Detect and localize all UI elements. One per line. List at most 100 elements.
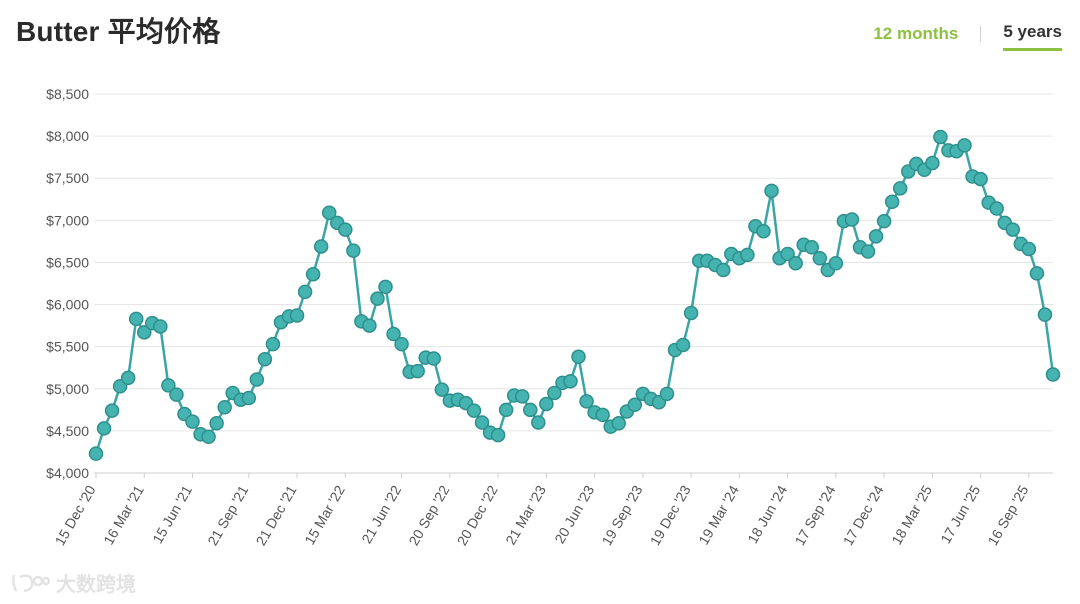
data-point — [96, 421, 112, 436]
x-tick-label: 17 Sep '24 — [791, 482, 838, 548]
data-point — [338, 222, 353, 237]
data-point — [804, 240, 819, 255]
data-point — [876, 213, 892, 229]
data-point — [104, 403, 120, 418]
x-tick-label: 16 Sep '25 — [984, 482, 1031, 548]
data-point — [137, 325, 152, 340]
x-tick-label: 20 Sep '22 — [405, 482, 452, 548]
y-tick-label: $4,000 — [46, 465, 89, 481]
data-point — [1045, 367, 1061, 382]
data-point — [426, 351, 442, 366]
x-tick-label: 19 Mar '24 — [695, 482, 742, 547]
data-point — [844, 212, 860, 227]
range-tabs: 12 months 5 years — [873, 20, 1062, 51]
x-tick-label: 21 Dec '21 — [253, 482, 300, 548]
watermark: 大数跨境 — [10, 568, 136, 597]
data-point — [780, 246, 795, 262]
x-tick-label: 18 Jun '24 — [744, 482, 790, 546]
data-point — [933, 129, 948, 145]
data-point — [828, 256, 844, 271]
data-point — [973, 171, 988, 187]
data-point — [659, 386, 675, 402]
data-point — [289, 308, 305, 323]
data-point — [490, 427, 506, 443]
x-tick-label: 19 Dec '23 — [647, 482, 694, 548]
y-tick-label: $7,500 — [46, 170, 89, 186]
x-tick-label: 15 Dec '20 — [51, 482, 98, 548]
data-point — [579, 394, 594, 409]
data-point — [892, 181, 908, 196]
x-tick-label: 16 Mar '21 — [100, 482, 147, 547]
data-point — [627, 397, 643, 413]
data-point — [241, 390, 257, 406]
data-point — [788, 256, 803, 271]
y-tick-label: $6,500 — [46, 254, 89, 270]
y-tick-label: $4,500 — [46, 423, 89, 439]
x-tick-label: 20 Dec '22 — [454, 482, 501, 548]
x-tick-label: 17 Dec '24 — [840, 482, 887, 548]
tab-5-years[interactable]: 5 years — [1003, 20, 1062, 51]
x-tick-label: 20 Jun '23 — [551, 482, 597, 546]
watermark-text: 大数跨境 — [56, 574, 136, 596]
x-tick-label: 18 Mar '25 — [888, 482, 935, 547]
y-tick-label: $7,000 — [46, 212, 89, 228]
y-tick-label: $8,000 — [46, 128, 89, 144]
data-point — [531, 415, 546, 430]
data-point — [201, 429, 216, 445]
data-point — [547, 385, 562, 401]
x-tick-label: 19 Sep '23 — [598, 482, 645, 548]
data-point — [88, 446, 104, 461]
data-point — [595, 407, 610, 423]
y-tick-label: $5,000 — [46, 381, 89, 397]
data-point — [925, 155, 940, 171]
data-point — [120, 370, 136, 386]
data-point — [161, 378, 176, 393]
data-point — [812, 250, 828, 266]
data-point — [1029, 266, 1045, 281]
data-point — [675, 337, 691, 353]
data-point — [563, 373, 578, 389]
data-point — [249, 372, 265, 387]
data-point — [1037, 307, 1053, 322]
x-tick-label: 21 Mar '23 — [502, 482, 549, 547]
data-point — [868, 229, 884, 244]
data-point — [386, 326, 401, 342]
x-tick-label: 17 Jun '25 — [937, 482, 983, 546]
data-point — [989, 201, 1004, 216]
data-point — [860, 244, 876, 259]
watermark-logo-icon — [12, 573, 50, 592]
page-title: Butter 平均价格 — [16, 16, 221, 47]
tab-12-months[interactable]: 12 months — [873, 23, 959, 43]
data-point — [764, 183, 779, 199]
data-point — [394, 336, 409, 352]
data-point — [257, 352, 273, 367]
data-point — [756, 224, 771, 239]
data-point — [539, 396, 554, 412]
data-point — [571, 349, 586, 365]
data-point — [362, 318, 377, 333]
data-point — [305, 266, 321, 282]
data-point — [884, 194, 900, 210]
data-point — [153, 319, 168, 334]
data-point — [185, 414, 200, 429]
x-tick-label: 15 Jun '21 — [149, 482, 195, 546]
data-point — [321, 205, 337, 221]
data-point — [370, 291, 385, 306]
data-point — [169, 387, 184, 402]
data-point — [297, 284, 313, 300]
data-point — [498, 402, 514, 418]
x-tick-label: 21 Sep '21 — [204, 482, 251, 548]
data-point — [410, 363, 425, 379]
y-tick-label: $8,500 — [46, 86, 89, 102]
data-point — [434, 382, 450, 397]
data-point — [217, 400, 232, 415]
data-point — [957, 138, 972, 153]
data-point — [128, 311, 144, 327]
data-point — [346, 243, 361, 258]
x-tick-label: 15 Mar '22 — [301, 482, 348, 547]
data-point — [716, 262, 731, 278]
y-tick-label: $5,500 — [46, 339, 89, 355]
data-point — [474, 415, 490, 430]
x-tick-label: 21 Jun '22 — [358, 482, 404, 546]
